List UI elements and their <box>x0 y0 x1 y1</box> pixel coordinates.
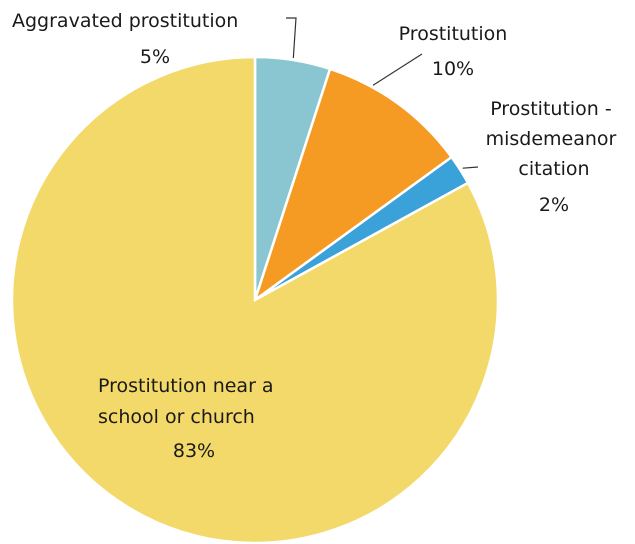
pie-slice-3 <box>10 55 500 544</box>
label-prostitution-misdemeanor-citation: Prostitution - misdemeanor citation <box>486 98 623 180</box>
value-aggravated-prostitution: 5% <box>140 46 170 68</box>
label-prostitution-near-school-or-church: Prostitution near a school or church <box>98 375 280 428</box>
leader-line-prostitution <box>372 53 423 86</box>
value-prostitution-near-school-or-church: 83% <box>173 440 215 462</box>
leader-lines <box>286 17 479 169</box>
pie-slice-1 <box>252 67 454 304</box>
pie-slices <box>10 55 500 544</box>
leader-line-misdemeanor-citation <box>462 166 479 169</box>
label-aggravated-prostitution: Aggravated prostitution <box>12 10 238 32</box>
value-prostitution: 10% <box>432 58 474 80</box>
value-prostitution-misdemeanor-citation: 2% <box>539 194 569 216</box>
leader-line-aggravated-prostitution <box>286 17 297 59</box>
label-prostitution: Prostitution <box>399 23 508 45</box>
